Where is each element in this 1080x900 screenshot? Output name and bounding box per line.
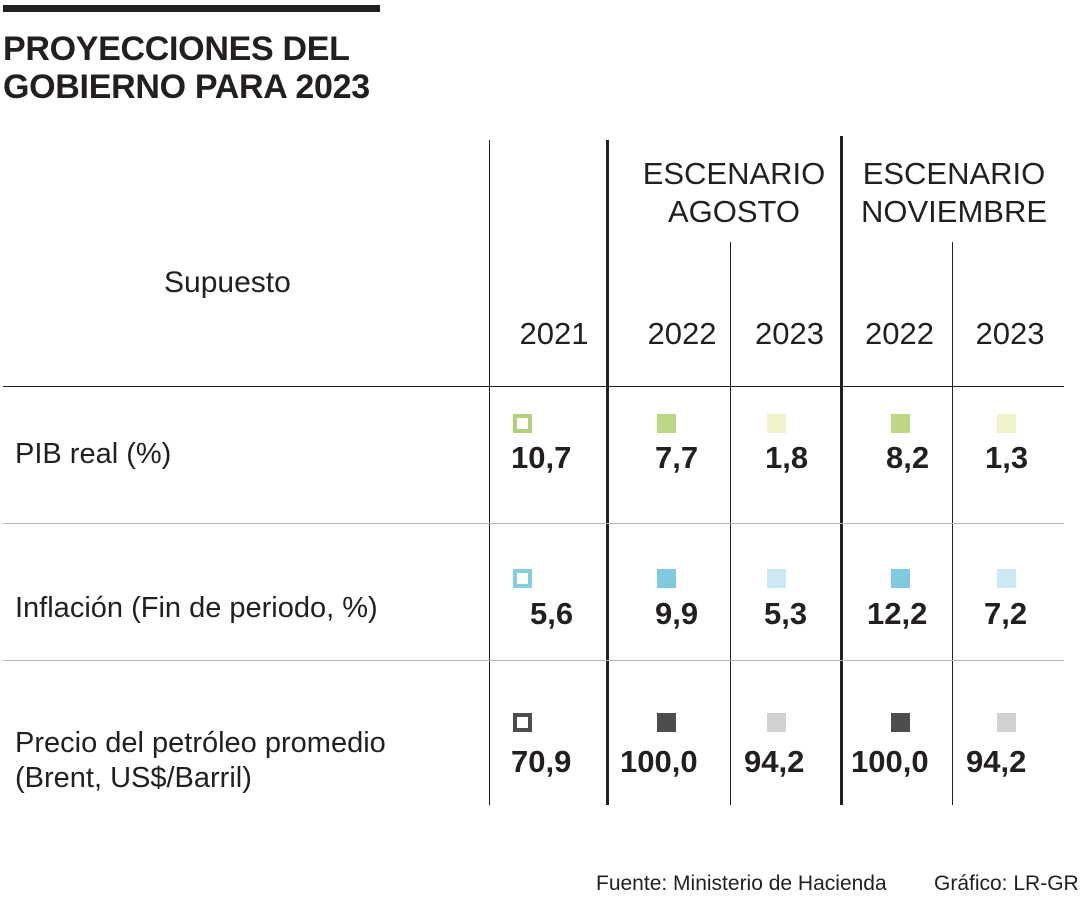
- petroleo-noviembre-2023-value: 94,2: [966, 744, 1027, 779]
- row-label-petroleo-line1: Precio del petróleo promedio: [15, 727, 386, 759]
- petroleo-2021-value: 70,9: [511, 744, 572, 779]
- scenario-agosto-header: ESCENARIO AGOSTO: [612, 155, 856, 231]
- col-divider-noviembre: [840, 136, 843, 805]
- year-agosto-2022: 2022: [647, 316, 717, 351]
- inflacion-agosto-2023-square-icon: [767, 569, 786, 588]
- scenario-noviembre-line1: ESCENARIO: [862, 156, 1046, 191]
- row-divider-1: [3, 523, 1064, 524]
- pib-2021-value: 10,7: [511, 440, 572, 475]
- inflacion-2021-value: 5,6: [530, 596, 574, 631]
- inflacion-noviembre-2023-square-icon: [997, 569, 1016, 588]
- title-line-1: PROYECCIONES DEL: [3, 30, 350, 68]
- scenario-noviembre-header: ESCENARIO NOVIEMBRE: [844, 155, 1064, 231]
- petroleo-2021-outline-square-icon: [513, 713, 532, 732]
- year-2021: 2021: [519, 316, 589, 351]
- page-title: PROYECCIONES DEL GOBIERNO PARA 2023: [3, 30, 483, 106]
- row-label-petroleo-line2: (Brent, US$/Barril): [15, 762, 252, 794]
- pib-noviembre-2022-square-icon: [891, 414, 910, 433]
- petroleo-agosto-2022-value: 100,0: [620, 744, 698, 779]
- inflacion-noviembre-2022-value: 12,2: [867, 596, 928, 631]
- title-line-2: GOBIERNO PARA 2023: [3, 68, 370, 106]
- pib-agosto-2022-value: 7,7: [655, 440, 699, 475]
- petroleo-noviembre-2022-square-icon: [891, 713, 910, 732]
- pib-noviembre-2023-square-icon: [997, 414, 1016, 433]
- row-divider-2: [3, 660, 1064, 661]
- petroleo-noviembre-2023-square-icon: [997, 713, 1016, 732]
- pib-agosto-2023-square-icon: [767, 414, 786, 433]
- petroleo-noviembre-2022-value: 100,0: [851, 744, 929, 779]
- inflacion-noviembre-2022-square-icon: [891, 569, 910, 588]
- pib-noviembre-2022-value: 8,2: [886, 440, 930, 475]
- petroleo-agosto-2022-square-icon: [657, 713, 676, 732]
- scenario-agosto-line2: AGOSTO: [667, 194, 801, 229]
- scenario-agosto-line1: ESCENARIO: [642, 156, 826, 191]
- scenario-noviembre-line2: NOVIEMBRE: [860, 194, 1048, 229]
- title-rule: [3, 5, 380, 12]
- petroleo-agosto-2023-value: 94,2: [744, 744, 805, 779]
- source-note: Fuente: Ministerio de Hacienda: [596, 872, 887, 895]
- col-divider-2021: [489, 140, 490, 805]
- petroleo-agosto-2023-square-icon: [767, 713, 786, 732]
- header-divider: [3, 386, 1064, 387]
- pib-agosto-2023-value: 1,8: [765, 440, 809, 475]
- inflacion-agosto-2023-value: 5,3: [764, 596, 808, 631]
- row-label-pib: PIB real (%): [15, 438, 172, 470]
- inflacion-agosto-2022-value: 9,9: [655, 596, 699, 631]
- inflacion-noviembre-2023-value: 7,2: [984, 596, 1028, 631]
- year-noviembre-2023: 2023: [975, 316, 1045, 351]
- pib-2021-outline-square-icon: [513, 414, 532, 433]
- year-noviembre-2022: 2022: [865, 316, 934, 351]
- pib-noviembre-2023-value: 1,3: [985, 440, 1029, 475]
- credit-note: Gráfico: LR-GR: [934, 872, 1079, 895]
- col-divider-agosto: [606, 140, 609, 805]
- supuesto-header: Supuesto: [164, 266, 291, 299]
- row-label-inflacion: Inflación (Fin de periodo, %): [15, 592, 378, 624]
- inflacion-agosto-2022-square-icon: [657, 569, 676, 588]
- year-agosto-2023: 2023: [755, 316, 824, 351]
- inflacion-2021-outline-square-icon: [513, 569, 532, 588]
- pib-agosto-2022-square-icon: [657, 414, 676, 433]
